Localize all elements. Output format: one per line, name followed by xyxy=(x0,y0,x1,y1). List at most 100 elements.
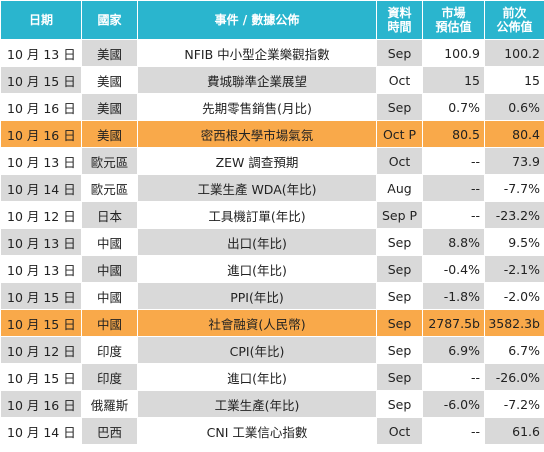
table-row: 10 月 13 日美國 NFIB 中小型企業樂觀指數 Sep 100.9 100.2 xyxy=(0,39,544,67)
cell-date: 10 月 13 日 xyxy=(0,39,82,67)
cell-previous: 0.6% xyxy=(484,93,544,121)
cell-country: 印度 xyxy=(81,363,138,391)
cell-forecast: -- xyxy=(422,201,485,229)
cell-event: 工業生產(年比) xyxy=(137,390,377,418)
table-row: 10 月 14 日巴西 CNI 工業信心指數 Oct -- 61.6 xyxy=(0,417,544,445)
cell-country: 印度 xyxy=(81,336,138,364)
table-row: 10 月 14 日歐元區 工業生產 WDA(年比) Aug -- -7.7% xyxy=(0,174,544,202)
header-forecast-line1: 市場 xyxy=(441,6,466,20)
table-body: 10 月 13 日美國 NFIB 中小型企業樂觀指數 Sep 100.9 100.2 10… xyxy=(0,39,544,445)
cell-country: 美國 xyxy=(81,93,138,121)
cell-event: 費城聯準企業展望 xyxy=(137,66,377,94)
cell-date: 10 月 12 日 xyxy=(0,336,82,364)
cell-previous: 61.6 xyxy=(484,417,544,445)
cell-event: 密西根大學市場氣氛 xyxy=(137,120,377,148)
table-row: 10 月 16 日美國 密西根大學市場氣氛 Oct P 80.5 80.4 xyxy=(0,120,544,148)
cell-forecast: 100.9 xyxy=(422,39,485,67)
cell-period: Oct xyxy=(376,147,423,175)
cell-period: Sep xyxy=(376,39,423,67)
cell-period: Sep xyxy=(376,390,423,418)
header-country: 國家 xyxy=(81,0,138,40)
cell-event: 工業生產 WDA(年比) xyxy=(137,174,377,202)
cell-event: 進口(年比) xyxy=(137,255,377,283)
table-row: 10 月 13 日歐元區 ZEW 調查預期 Oct -- 73.9 xyxy=(0,147,544,175)
cell-country: 美國 xyxy=(81,39,138,67)
header-event: 事件 / 數據公佈 xyxy=(137,0,377,40)
cell-country: 俄羅斯 xyxy=(81,390,138,418)
cell-forecast: -- xyxy=(422,174,485,202)
cell-country: 中國 xyxy=(81,282,138,310)
cell-period: Sep xyxy=(376,282,423,310)
table-row: 10 月 12 日日本 工具機訂單(年比) Sep P -- -23.2% xyxy=(0,201,544,229)
header-previous-line2: 公佈值 xyxy=(496,20,533,34)
cell-period: Sep xyxy=(376,309,423,337)
header-period-line2: 時間 xyxy=(387,20,412,34)
cell-date: 10 月 13 日 xyxy=(0,228,82,256)
cell-event: 出口(年比) xyxy=(137,228,377,256)
cell-country: 歐元區 xyxy=(81,174,138,202)
cell-previous: 80.4 xyxy=(484,120,544,148)
cell-date: 10 月 15 日 xyxy=(0,363,82,391)
cell-previous: -7.2% xyxy=(484,390,544,418)
cell-event: 工具機訂單(年比) xyxy=(137,201,377,229)
cell-country: 巴西 xyxy=(81,417,138,445)
cell-previous: -26.0% xyxy=(484,363,544,391)
cell-event: NFIB 中小型企業樂觀指數 xyxy=(137,39,377,67)
cell-period: Oct P xyxy=(376,120,423,148)
cell-date: 10 月 12 日 xyxy=(0,201,82,229)
cell-period: Sep xyxy=(376,93,423,121)
table-row: 10 月 15 日中國 PPI(年比) Sep -1.8% -2.0% xyxy=(0,282,544,310)
cell-event: 先期零售銷售(月比) xyxy=(137,93,377,121)
cell-forecast: 2787.5b xyxy=(422,309,485,337)
cell-previous: 73.9 xyxy=(484,147,544,175)
cell-date: 10 月 13 日 xyxy=(0,147,82,175)
cell-country: 美國 xyxy=(81,66,138,94)
cell-forecast: -- xyxy=(422,363,485,391)
cell-period: Sep xyxy=(376,228,423,256)
header-previous-line1: 前次 xyxy=(502,6,527,20)
cell-forecast: 8.8% xyxy=(422,228,485,256)
cell-event: CNI 工業信心指數 xyxy=(137,417,377,445)
cell-date: 10 月 14 日 xyxy=(0,417,82,445)
cell-date: 10 月 15 日 xyxy=(0,282,82,310)
cell-period: Sep xyxy=(376,255,423,283)
cell-event: ZEW 調查預期 xyxy=(137,147,377,175)
cell-date: 10 月 15 日 xyxy=(0,309,82,337)
cell-event: 進口(年比) xyxy=(137,363,377,391)
cell-previous: -7.7% xyxy=(484,174,544,202)
cell-previous: 6.7% xyxy=(484,336,544,364)
cell-date: 10 月 14 日 xyxy=(0,174,82,202)
header-period: 資料 時間 xyxy=(376,0,423,40)
cell-date: 10 月 13 日 xyxy=(0,255,82,283)
table-row: 10 月 15 日印度 進口(年比) Sep -- -26.0% xyxy=(0,363,544,391)
cell-previous: 3582.3b xyxy=(484,309,544,337)
cell-forecast: -0.4% xyxy=(422,255,485,283)
cell-country: 中國 xyxy=(81,309,138,337)
table-row: 10 月 15 日中國 社會融資(人民幣) Sep 2787.5b 3582.3b xyxy=(0,309,544,337)
cell-event: 社會融資(人民幣) xyxy=(137,309,377,337)
cell-previous: -2.1% xyxy=(484,255,544,283)
cell-date: 10 月 16 日 xyxy=(0,120,82,148)
cell-period: Sep xyxy=(376,336,423,364)
cell-date: 10 月 16 日 xyxy=(0,390,82,418)
cell-previous: 9.5% xyxy=(484,228,544,256)
header-forecast-line2: 預估值 xyxy=(435,20,472,34)
cell-country: 歐元區 xyxy=(81,147,138,175)
cell-period: Oct xyxy=(376,66,423,94)
cell-forecast: 0.7% xyxy=(422,93,485,121)
cell-period: Sep P xyxy=(376,201,423,229)
cell-forecast: -- xyxy=(422,147,485,175)
header-date: 日期 xyxy=(0,0,82,40)
cell-forecast: -1.8% xyxy=(422,282,485,310)
cell-previous: 100.2 xyxy=(484,39,544,67)
cell-forecast: 80.5 xyxy=(422,120,485,148)
cell-forecast: 15 xyxy=(422,66,485,94)
header-period-line1: 資料 xyxy=(387,6,412,20)
cell-country: 日本 xyxy=(81,201,138,229)
cell-forecast: 6.9% xyxy=(422,336,485,364)
cell-previous: 15 xyxy=(484,66,544,94)
cell-event: CPI(年比) xyxy=(137,336,377,364)
table-row: 10 月 12 日印度 CPI(年比) Sep 6.9% 6.7% xyxy=(0,336,544,364)
cell-country: 中國 xyxy=(81,228,138,256)
